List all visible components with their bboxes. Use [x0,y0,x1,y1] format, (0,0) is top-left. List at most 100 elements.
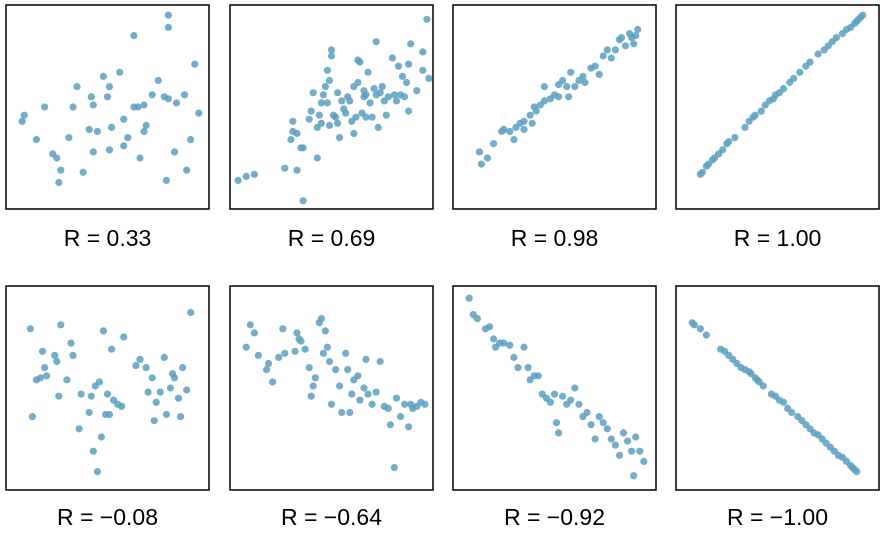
scatter-point [234,176,242,184]
scatter-point [514,364,522,372]
scatter-point [520,125,528,133]
scatter-point [615,451,624,459]
scatter-point [342,109,350,117]
scatter-point [317,119,325,127]
scatter-point [87,93,95,101]
scatter-point [759,382,767,390]
scatter-point [269,378,277,386]
scatter-point [195,109,203,117]
scatter-point [55,392,63,400]
scatter-point [183,166,191,174]
scatter-point [148,374,156,382]
scatter-point [388,54,396,62]
scatter-point [780,85,788,93]
scatter-point [374,123,382,131]
scatter-point [105,146,114,154]
scatter-point [105,83,114,91]
scatter-point [617,34,626,42]
scatter-point [741,123,749,131]
scatter-point [313,154,321,162]
scatter-panel-r-0-98: R = 0.98 [452,4,657,251]
scatter-point [53,357,61,366]
scatter-point [250,170,258,178]
scatter-point [93,468,101,476]
scatter-point [43,372,51,380]
scatter-point [392,394,401,402]
scatter-point [384,404,392,412]
scatter-point [526,111,534,119]
scatter-point [603,46,611,54]
scatter-point [103,390,112,398]
scatter-point [53,154,61,162]
scatter-point [41,364,49,372]
scatter-point [342,349,350,357]
scatter-point [77,390,85,398]
scatter-point [534,372,542,380]
scatter-point [346,97,354,105]
scatter-point [309,89,317,97]
scatter-point [636,447,644,455]
scatter-point [65,134,73,142]
scatter-point [301,345,309,353]
scatter-point [170,374,179,382]
scatter-point [130,32,138,40]
scatter-point [242,343,250,351]
scatter-panel-r-1-00: R = 1.00 [675,4,880,251]
scatter-point [567,396,575,404]
scatter-point [120,142,128,150]
scatter-point [788,408,796,417]
scatter-point [319,91,327,99]
scatter-point [595,413,603,421]
scatter-point [334,89,342,97]
scatter-point [305,115,313,123]
scatter-point [297,337,305,345]
scatter-point [338,97,346,105]
scatter-point [242,172,250,180]
scatter-point [528,119,536,127]
scatter-point [164,11,172,19]
scatter-point [632,32,640,40]
scatter-point [105,410,114,419]
scatter-point [183,386,191,394]
scatter-point [99,327,107,335]
scatter-point [18,117,26,125]
scatter-point [319,349,327,357]
scatter-point [177,413,185,421]
scatter-point [423,15,431,23]
scatter-point [506,341,514,349]
scatter-point [187,136,195,144]
scatter-point [103,93,112,101]
scatter-point [265,359,273,368]
scatter-point [95,378,103,386]
scatter-panel-r-neg-0-08: R = −0.08 [5,285,210,530]
scatter-point [348,390,356,398]
scatter-point [630,472,638,480]
scatter-point [311,374,319,382]
scatter-point [384,93,392,101]
panel-frame [5,4,210,210]
scatter-point [116,68,124,76]
scatter-point [99,72,107,80]
scatter-point [405,60,413,68]
scatter-point [634,25,642,34]
scatter-point [607,54,615,62]
scatter-point [419,66,427,74]
scatter-point [390,464,398,472]
scatter-point [93,127,101,136]
scatter-point [352,113,360,121]
scatter-point [356,58,364,66]
scatter-panel-r-neg-0-92: R = −0.92 [452,285,657,530]
scatter-point [603,425,611,433]
scatter-point [583,408,591,417]
scatter-point [89,447,97,455]
scatter-point [368,400,376,408]
scatter-point [401,400,409,408]
scatter-point [555,429,563,437]
scatter-point [172,99,181,107]
scatter-point [299,197,307,205]
correlation-label: R = 0.33 [64,225,152,251]
scatter-point [164,95,172,103]
scatter-point [332,113,340,121]
scatter-point [317,99,325,107]
